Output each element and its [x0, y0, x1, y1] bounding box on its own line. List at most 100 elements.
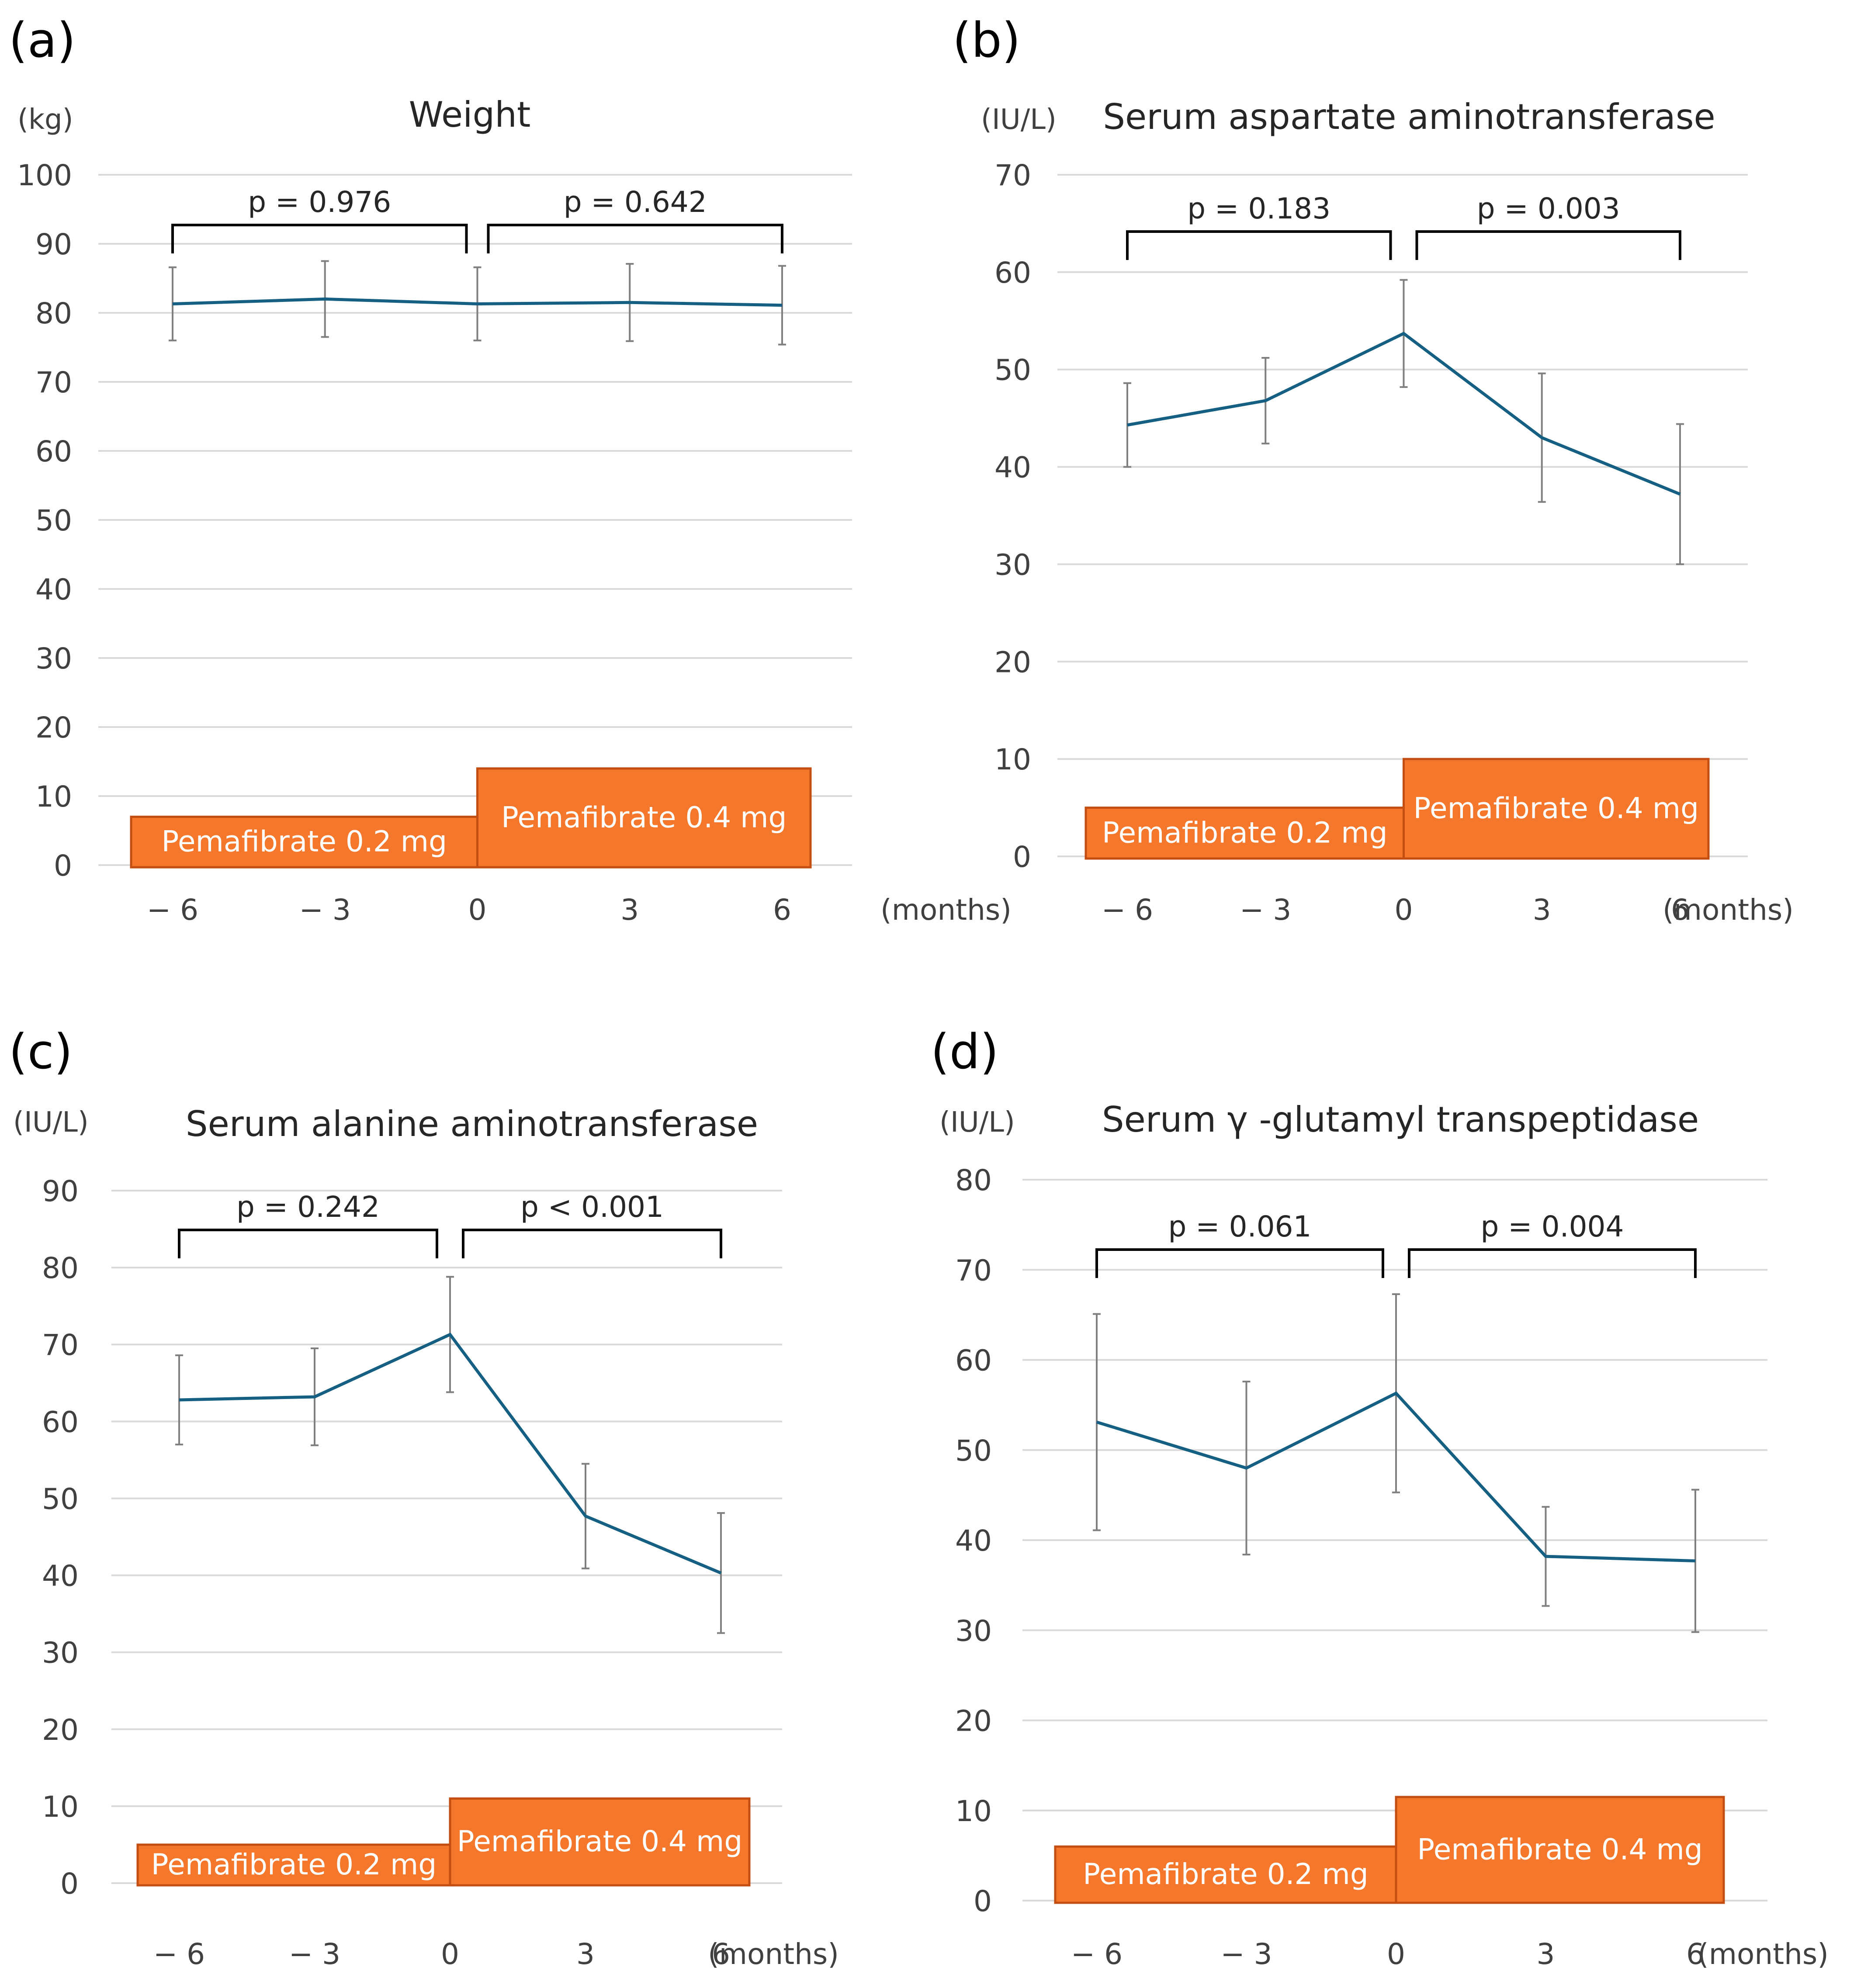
x-tick-label: 6: [1686, 1937, 1705, 1971]
chart-panel-3: (c) Serum alanine aminotransferase (IU/L) 0…: [9, 1024, 839, 1971]
treatment-label: Pemafibrate 0.4 mg: [457, 1825, 742, 1858]
p-value-label: p = 0.061: [1168, 1210, 1311, 1243]
y-axis-unit: (IU/L): [939, 1106, 1015, 1139]
y-tick-label: 60: [955, 1344, 992, 1378]
y-tick-label: 70: [35, 366, 72, 399]
y-tick-label: 20: [35, 711, 72, 745]
y-tick-label: 30: [955, 1614, 992, 1648]
x-tick-label: 0: [468, 893, 487, 927]
significance-bracket: [487, 224, 783, 253]
y-tick-label: 90: [42, 1174, 79, 1208]
x-tick-label: 6: [712, 1937, 730, 1971]
treatment-box: [1084, 807, 1405, 860]
x-tick-label: 6: [773, 893, 791, 927]
significance-bracket: [1408, 1248, 1697, 1278]
x-tick-label: − 6: [1102, 893, 1153, 927]
y-tick-label: 20: [955, 1704, 992, 1738]
treatment-label: Pemafibrate 0.4 mg: [501, 800, 786, 834]
treatment-box: [1054, 1845, 1397, 1904]
y-tick-label: 90: [35, 228, 72, 261]
x-axis-unit: (months): [880, 893, 1012, 927]
y-tick-label: 80: [955, 1164, 992, 1197]
y-tick-label: 60: [42, 1405, 79, 1439]
y-tick-label: 70: [955, 1254, 992, 1287]
p-value-label: p = 0.242: [236, 1190, 380, 1224]
treatment-label: Pemafibrate 0.2 mg: [1102, 816, 1387, 849]
treatment-box: [476, 767, 812, 869]
x-tick-label: 6: [1671, 893, 1689, 927]
series-line: [172, 297, 783, 307]
p-value-label: p < 0.001: [520, 1190, 664, 1224]
p-value-label: p = 0.003: [1477, 192, 1620, 225]
y-axis-unit: (IU/L): [981, 104, 1057, 136]
y-tick-label: 50: [42, 1482, 79, 1516]
x-tick-label: 0: [441, 1937, 459, 1971]
x-tick-label: 3: [576, 1937, 595, 1971]
x-tick-label: − 3: [1220, 1937, 1272, 1971]
x-tick-label: 3: [1533, 893, 1551, 927]
series-line: [179, 1332, 722, 1575]
panel-label: (b): [953, 12, 1021, 68]
y-axis-unit: (IU/L): [13, 1106, 89, 1139]
x-axis-unit: (months): [708, 1937, 839, 1971]
p-value-label: p = 0.976: [248, 185, 391, 219]
x-axis-unit: (months): [1698, 1937, 1829, 1971]
panel-label: (c): [9, 1024, 73, 1080]
y-tick-label: 100: [17, 159, 72, 192]
x-tick-label: 3: [1537, 1937, 1555, 1971]
y-tick-label: 10: [994, 743, 1031, 776]
y-tick-label: 70: [994, 159, 1031, 192]
y-tick-label: 40: [35, 573, 72, 606]
y-tick-label: 40: [42, 1559, 79, 1593]
treatment-box: [130, 815, 478, 869]
chart-panel-2: (b) Serum aspartate aminotransferase (IU/L…: [953, 12, 1794, 927]
treatment-label: Pemafibrate 0.4 mg: [1414, 792, 1699, 825]
significance-bracket: [171, 224, 468, 253]
y-tick-label: 50: [955, 1434, 992, 1468]
chart-panel-1: (a)Weight(kg)0102030405060708090100Pemaf…: [9, 12, 1012, 927]
p-value-label: p = 0.004: [1480, 1210, 1624, 1243]
y-tick-label: 80: [35, 297, 72, 330]
y-tick-label: 20: [994, 645, 1031, 679]
y-tick-label: 0: [974, 1884, 992, 1918]
y-tick-label: 10: [955, 1794, 992, 1828]
y-tick-label: 30: [994, 548, 1031, 582]
p-value-label: p = 0.642: [564, 185, 707, 219]
treatment-label: Pemafibrate 0.4 mg: [1417, 1832, 1702, 1866]
y-tick-label: 40: [994, 451, 1031, 485]
y-tick-label: 0: [60, 1867, 79, 1901]
series-line: [1127, 332, 1681, 496]
y-tick-label: 70: [42, 1328, 79, 1362]
chart-title: Serum aspartate aminotransferase: [1103, 97, 1715, 137]
x-tick-label: − 3: [299, 893, 351, 927]
x-tick-label: 0: [1387, 1937, 1405, 1971]
y-tick-label: 30: [42, 1636, 79, 1670]
chart-panel-4: (d) Serum γ -glutamyl transpeptidase (IU/L…: [931, 1024, 1829, 1971]
y-tick-label: 0: [54, 849, 72, 883]
y-tick-label: 80: [42, 1251, 79, 1285]
chart-title: Serum γ -glutamyl transpeptidase: [1102, 1099, 1699, 1140]
y-tick-label: 60: [994, 256, 1031, 290]
significance-bracket: [462, 1229, 722, 1258]
x-tick-label: − 6: [153, 1937, 205, 1971]
y-axis-unit: (kg): [17, 104, 73, 136]
y-tick-label: 0: [1013, 840, 1031, 874]
significance-bracket: [1126, 230, 1392, 260]
significance-bracket: [1415, 230, 1681, 260]
x-tick-label: − 6: [147, 893, 198, 927]
x-tick-label: − 6: [1071, 1937, 1123, 1971]
y-tick-label: 50: [994, 353, 1031, 387]
chart-title: Weight: [409, 94, 531, 135]
y-tick-label: 30: [35, 642, 72, 675]
y-tick-label: 10: [35, 780, 72, 814]
significance-bracket: [178, 1229, 438, 1258]
y-tick-label: 10: [42, 1790, 79, 1824]
y-tick-label: 20: [42, 1713, 79, 1747]
y-tick-label: 60: [35, 435, 72, 468]
treatment-label: Pemafibrate 0.2 mg: [151, 1848, 437, 1881]
x-tick-label: − 3: [289, 1937, 340, 1971]
treatment-label: Pemafibrate 0.2 mg: [162, 825, 447, 859]
x-tick-label: − 3: [1240, 893, 1291, 927]
treatment-box: [449, 1797, 751, 1887]
